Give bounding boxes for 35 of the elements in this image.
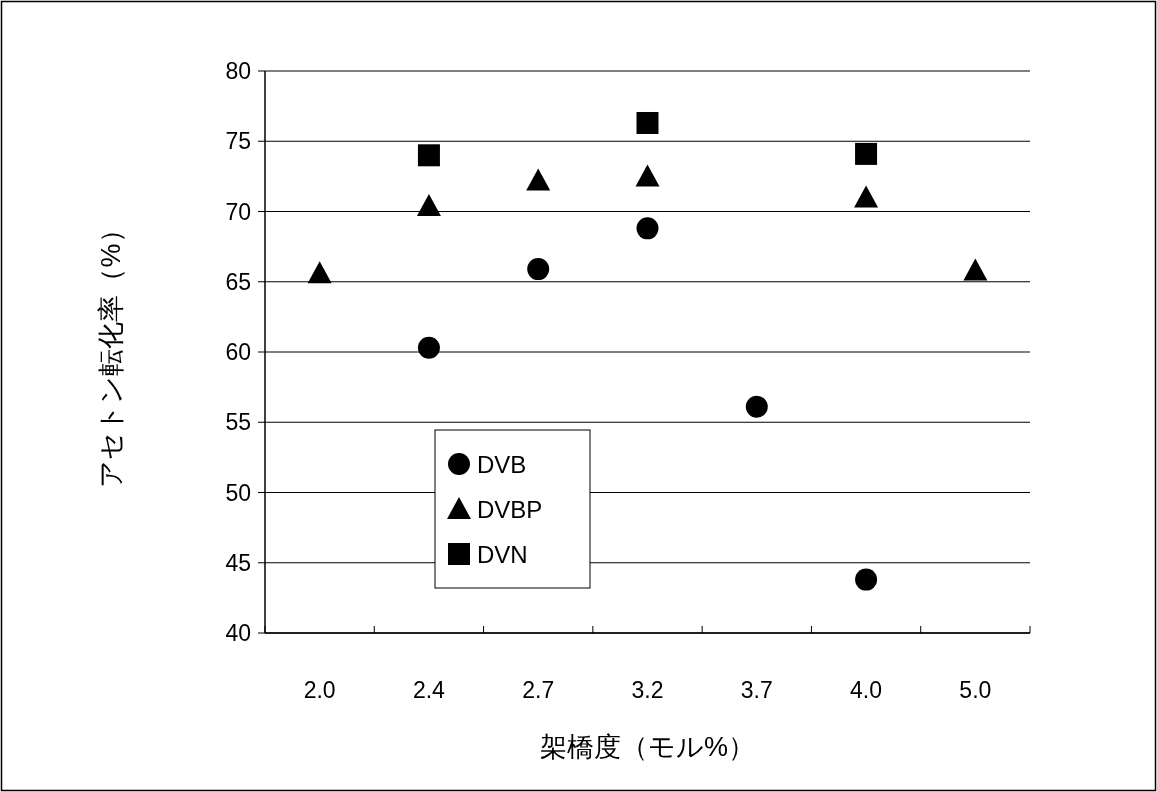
point [635,164,660,187]
x-tick-label: 3.2 [631,677,664,703]
point [417,144,440,167]
point [855,568,878,591]
y-tick-label: 65 [225,268,251,295]
legend-label: DVBP [477,496,543,523]
point [417,336,440,359]
y-tick-label: 75 [225,128,251,155]
point [854,185,879,208]
point [527,258,550,281]
point [855,142,878,165]
x-tick-label: 4.0 [850,677,883,703]
x-tick-label: 3.7 [740,677,773,703]
x-tick-label: 2.7 [522,677,555,703]
x-tick-label: 2.4 [412,677,446,703]
legend-label: DVN [477,541,528,568]
y-tick-label: 50 [225,479,251,506]
point [963,258,988,281]
y-tick-label: 70 [225,198,251,225]
x-axis-title: 架橋度（モル%） [539,732,756,762]
y-tick-label: 40 [225,620,251,646]
x-tick-label: 5.0 [959,677,992,703]
x-tick-label: 2.0 [303,677,336,703]
y-tick-label: 60 [225,339,251,365]
y-tick-label: 55 [225,409,251,436]
y-tick-label: 80 [225,58,251,84]
point [745,395,768,418]
point [636,111,659,134]
point [526,168,551,191]
point [307,261,332,284]
legend-label: DVB [477,451,527,478]
y-tick-label: 45 [225,549,251,576]
point [416,193,441,216]
point [636,217,659,240]
y-axis-title: アセトン転化率（%） [96,216,126,488]
